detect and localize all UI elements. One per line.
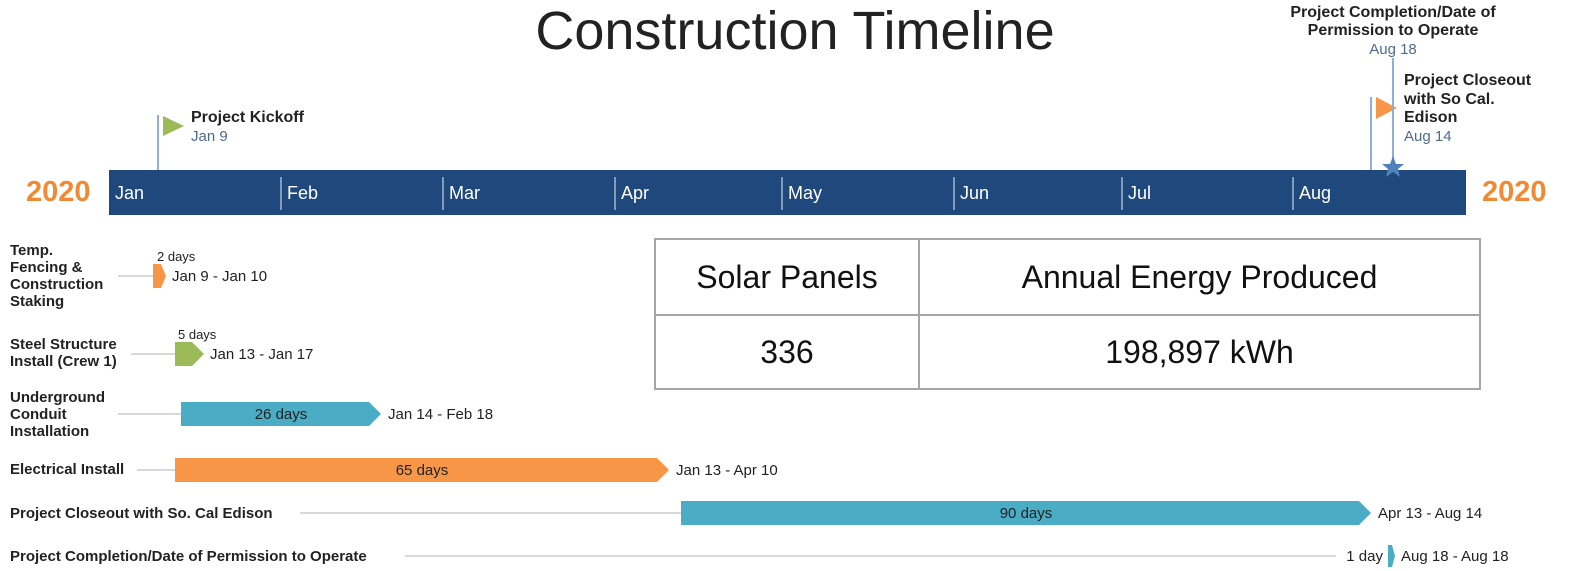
task-name: Conduit — [10, 406, 67, 423]
task-name: Steel Structure — [10, 336, 117, 353]
milestone-date: Aug 14 — [1404, 128, 1452, 145]
task-bar — [175, 458, 669, 482]
task-dates: Apr 13 - Aug 14 — [1378, 505, 1483, 522]
task-name: Project Closeout with So. Cal Edison — [10, 505, 273, 522]
task-dates: Jan 13 - Apr 10 — [676, 462, 778, 479]
task-bar — [175, 342, 204, 366]
milestone-flag — [163, 116, 184, 136]
task-duration: 2 days — [157, 249, 196, 264]
table-cell: 198,897 kWh — [918, 314, 1481, 390]
summary-table: Solar Panels Annual Energy Produced 336 19… — [654, 238, 1481, 390]
task-duration: 26 days — [254, 406, 308, 423]
table-header: Annual Energy Produced — [918, 238, 1481, 316]
task-name: Electrical Install — [10, 461, 125, 478]
task-bar — [1388, 545, 1395, 567]
milestone-label: Project Closeout — [1404, 72, 1532, 89]
task-dates: Jan 14 - Feb 18 — [388, 406, 494, 423]
task-name: Construction — [10, 276, 104, 293]
month-label: Feb — [287, 183, 319, 203]
milestone-date: Aug 18 — [1369, 41, 1417, 58]
month-label: Aug — [1299, 183, 1332, 203]
timeline-band — [109, 170, 1466, 215]
task-duration: 5 days — [178, 327, 217, 342]
task-duration: 1 day — [1346, 548, 1383, 565]
milestone-label: with So Cal. — [1404, 91, 1495, 108]
month-label: Apr — [621, 183, 650, 203]
milestone-label: Edison — [1404, 109, 1458, 126]
task-name: Project Completion/Date of Permission to… — [10, 548, 367, 565]
milestone-date: Jan 9 — [191, 128, 228, 145]
table-header: Solar Panels — [654, 238, 920, 316]
task-dates: Jan 13 - Jan 17 — [210, 346, 314, 363]
task-duration: 90 days — [999, 505, 1053, 522]
month-dividers — [280, 177, 1294, 210]
task-bar — [681, 501, 1371, 525]
connectors — [118, 275, 1336, 557]
month-label: Jan — [115, 183, 145, 203]
milestone-label: Project Completion/Date of — [1290, 4, 1496, 21]
year-label: 2020 — [26, 176, 91, 208]
task-bar — [181, 402, 381, 426]
task-name: Installation — [10, 423, 90, 440]
task-duration: 65 days — [395, 462, 449, 479]
title: Construction Timeline — [535, 1, 1055, 61]
month-label: Mar — [449, 183, 480, 203]
month-label: Jun — [960, 183, 990, 203]
table-cell: 336 — [654, 314, 920, 390]
milestone-label: Permission to Operate — [1307, 22, 1479, 39]
task-name: Staking — [10, 293, 65, 310]
milestone-star — [1382, 156, 1404, 177]
milestone-label: Project Kickoff — [191, 109, 304, 126]
milestone-flag — [1376, 97, 1397, 119]
month-label: Jul — [1128, 183, 1152, 203]
task-bar — [153, 264, 166, 288]
task-dates: Aug 18 - Aug 18 — [1401, 548, 1509, 565]
task-dates: Jan 9 - Jan 10 — [172, 268, 268, 285]
month-label: May — [788, 183, 823, 203]
task-name: Install (Crew 1) — [10, 353, 117, 370]
year-label: 2020 — [1482, 176, 1547, 208]
task-name: Fencing & — [10, 259, 83, 276]
task-name: Underground — [10, 389, 105, 406]
task-name: Temp. — [10, 242, 54, 259]
